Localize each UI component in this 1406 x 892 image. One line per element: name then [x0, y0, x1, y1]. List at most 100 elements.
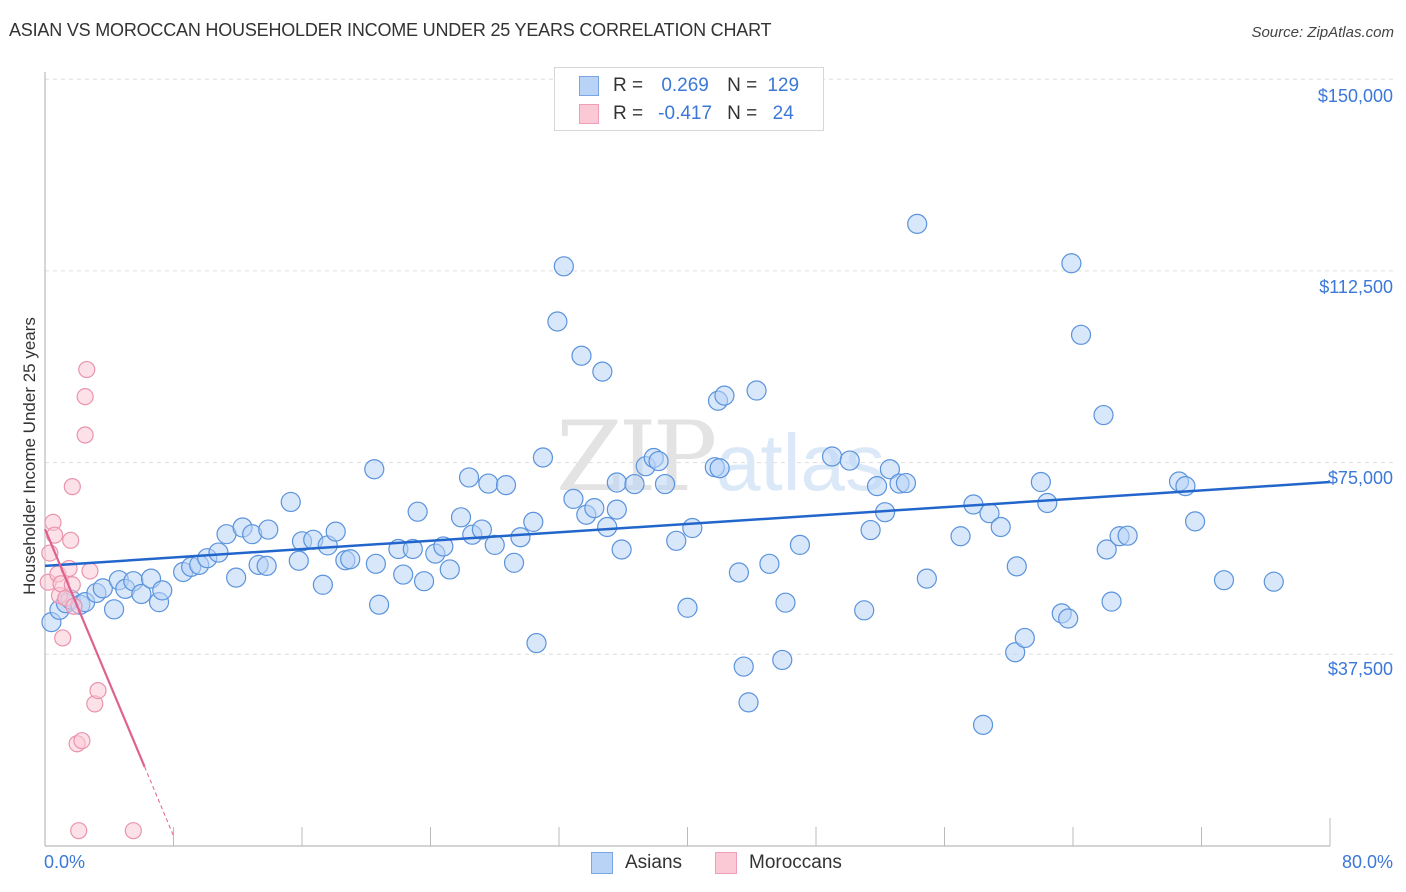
asian-data-point[interactable]	[866, 476, 888, 497]
asian-data-point[interactable]	[597, 516, 618, 538]
asian-data-point[interactable]	[478, 473, 499, 494]
moroccan-data-point[interactable]	[81, 562, 99, 580]
asian-data-point[interactable]	[772, 649, 793, 671]
asian-data-point[interactable]	[340, 549, 361, 570]
asian-data-point[interactable]	[553, 256, 574, 277]
asian-data-point[interactable]	[895, 472, 917, 494]
asian-data-point[interactable]	[503, 552, 525, 573]
asian-data-point[interactable]	[325, 521, 346, 542]
asian-data-point[interactable]	[972, 714, 994, 735]
asian-data-point[interactable]	[258, 519, 279, 540]
asian-data-point[interactable]	[860, 519, 881, 541]
asian-data-point[interactable]	[510, 527, 531, 548]
asian-data-point[interactable]	[1058, 608, 1079, 629]
asian-data-point[interactable]	[592, 361, 613, 382]
asian-data-point[interactable]	[152, 580, 173, 601]
asian-data-point[interactable]	[728, 562, 750, 583]
n-label: N =	[727, 75, 758, 96]
asian-data-point[interactable]	[532, 447, 554, 468]
asian-data-point[interactable]	[495, 474, 517, 496]
asian-data-point[interactable]	[709, 458, 730, 479]
asian-data-point[interactable]	[1070, 324, 1092, 345]
asian-data-point[interactable]	[839, 450, 860, 471]
asian-data-point[interactable]	[759, 553, 780, 574]
moroccan-data-point[interactable]	[78, 360, 96, 379]
asian-data-point[interactable]	[907, 213, 928, 234]
asian-data-point[interactable]	[571, 345, 592, 366]
asian-data-point[interactable]	[547, 311, 568, 332]
asian-data-point[interactable]	[746, 380, 767, 401]
asian-data-point[interactable]	[1037, 492, 1058, 514]
moroccan-data-point[interactable]	[89, 681, 107, 700]
asian-data-point[interactable]	[654, 473, 676, 495]
asian-data-point[interactable]	[393, 564, 414, 585]
asian-data-point[interactable]	[1006, 556, 1027, 577]
asian-data-point[interactable]	[666, 530, 687, 551]
asian-data-point[interactable]	[584, 497, 605, 519]
moroccan-data-point[interactable]	[54, 629, 72, 647]
moroccan-data-point[interactable]	[76, 426, 94, 444]
asian-data-point[interactable]	[1014, 627, 1035, 649]
asian-data-point[interactable]	[439, 559, 460, 580]
legend-item-asians[interactable]: Asians	[591, 852, 682, 874]
asian-data-point[interactable]	[413, 571, 435, 592]
asian-data-point[interactable]	[402, 538, 423, 560]
asian-data-point[interactable]	[789, 534, 811, 556]
asian-data-point[interactable]	[458, 467, 480, 488]
asian-data-point[interactable]	[821, 446, 843, 467]
asian-data-point[interactable]	[450, 507, 472, 528]
legend-item-moroccans[interactable]: Moroccans	[715, 852, 842, 874]
asian-data-point[interactable]	[714, 385, 735, 406]
asian-data-point[interactable]	[1005, 642, 1026, 663]
asian-data-point[interactable]	[611, 539, 632, 560]
asian-data-point[interactable]	[738, 692, 759, 713]
moroccan-data-point[interactable]	[76, 388, 94, 406]
moroccan-data-point[interactable]	[62, 531, 80, 549]
asian-data-point[interactable]	[950, 526, 971, 547]
moroccan-data-point[interactable]	[63, 478, 81, 496]
asian-data-point[interactable]	[677, 597, 698, 618]
asian-data-point[interactable]	[1096, 539, 1117, 560]
asian-data-point[interactable]	[433, 536, 454, 557]
asian-data-point[interactable]	[916, 568, 937, 589]
asian-data-point[interactable]	[1184, 511, 1206, 532]
asian-data-point[interactable]	[280, 491, 301, 513]
moroccan-data-point[interactable]	[73, 732, 91, 750]
asian-data-point[interactable]	[208, 542, 229, 563]
asian-data-point[interactable]	[484, 534, 505, 556]
asian-data-point[interactable]	[775, 592, 796, 613]
asian-data-point[interactable]	[365, 553, 386, 574]
asian-data-point[interactable]	[606, 499, 627, 520]
asian-data-point[interactable]	[288, 550, 309, 571]
asian-data-point[interactable]	[103, 599, 125, 620]
asian-data-point[interactable]	[990, 516, 1011, 538]
asian-data-point[interactable]	[648, 450, 669, 472]
asian-data-point[interactable]	[563, 488, 584, 509]
asian-data-point[interactable]	[526, 632, 547, 654]
asian-data-point[interactable]	[682, 517, 703, 539]
asian-data-point[interactable]	[407, 501, 428, 522]
asian-data-point[interactable]	[606, 472, 627, 493]
asian-data-point[interactable]	[1101, 591, 1122, 612]
asian-data-point[interactable]	[1061, 253, 1082, 274]
moroccan-data-point[interactable]	[124, 822, 142, 840]
asian-data-point[interactable]	[256, 555, 277, 576]
asian-data-point[interactable]	[879, 459, 900, 480]
asian-data-point[interactable]	[1093, 404, 1114, 426]
asian-data-point[interactable]	[1117, 525, 1138, 546]
asian-data-point[interactable]	[854, 600, 875, 621]
asian-data-point[interactable]	[226, 567, 247, 588]
asian-data-point[interactable]	[92, 578, 113, 599]
asian-data-point[interactable]	[624, 473, 645, 495]
asian-data-point[interactable]	[1213, 570, 1235, 591]
asian-data-point[interactable]	[1263, 571, 1284, 592]
moroccan-data-point[interactable]	[70, 822, 88, 840]
asian-data-point[interactable]	[312, 574, 333, 595]
asian-data-point[interactable]	[523, 511, 544, 532]
asian-data-point[interactable]	[471, 519, 492, 540]
asian-data-point[interactable]	[131, 583, 152, 605]
asian-data-point[interactable]	[369, 594, 390, 615]
asian-data-point[interactable]	[364, 459, 385, 480]
asian-data-point[interactable]	[1030, 471, 1051, 493]
asian-data-point[interactable]	[733, 656, 754, 677]
